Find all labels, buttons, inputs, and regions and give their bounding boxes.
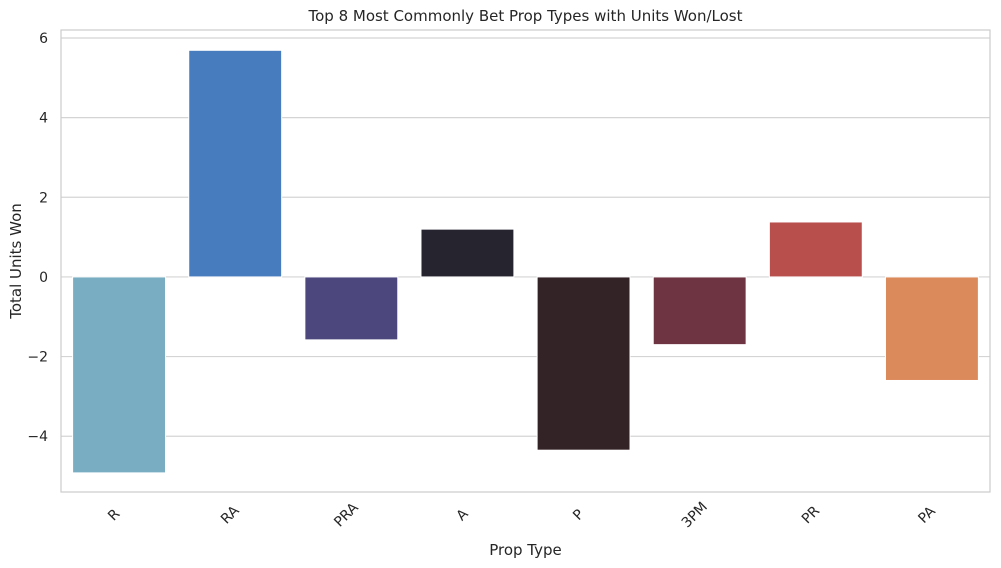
bar-3pm [652,276,747,346]
x-tick-label: 3PM [679,499,711,531]
plot-frame [60,29,991,493]
y-tick-label: −4 [27,429,48,445]
x-tick-label: RA [218,503,243,528]
bar-ra [188,49,283,278]
x-tick-label: PRA [331,500,362,531]
bar-pra [304,276,399,341]
bars [72,49,979,474]
x-tick-labels: R RA PRA A P 3PM PR PA [105,499,939,531]
y-tick-label: 2 [39,190,48,206]
y-tick-label: 4 [39,111,48,127]
bar-pa [884,276,979,381]
bar-p [536,276,631,451]
y-tick-label: 6 [39,31,48,47]
y-tick-labels: −4 −2 0 2 4 6 [27,31,48,445]
bar-r [72,276,167,474]
y-tick-label: −2 [27,350,48,366]
x-tick-label: R [105,506,123,524]
x-tick-label: P [570,507,587,524]
x-axis-label: Prop Type [489,541,562,559]
bar-pr [768,221,863,278]
x-tick-label: A [454,506,472,524]
chart-title: Top 8 Most Commonly Bet Prop Types with … [307,7,742,25]
x-tick-label: PR [799,503,823,527]
x-tick-label: PA [915,503,939,527]
bar-a [420,228,515,278]
y-axis-label: Total Units Won [7,203,25,320]
y-tick-label: 0 [39,270,48,286]
